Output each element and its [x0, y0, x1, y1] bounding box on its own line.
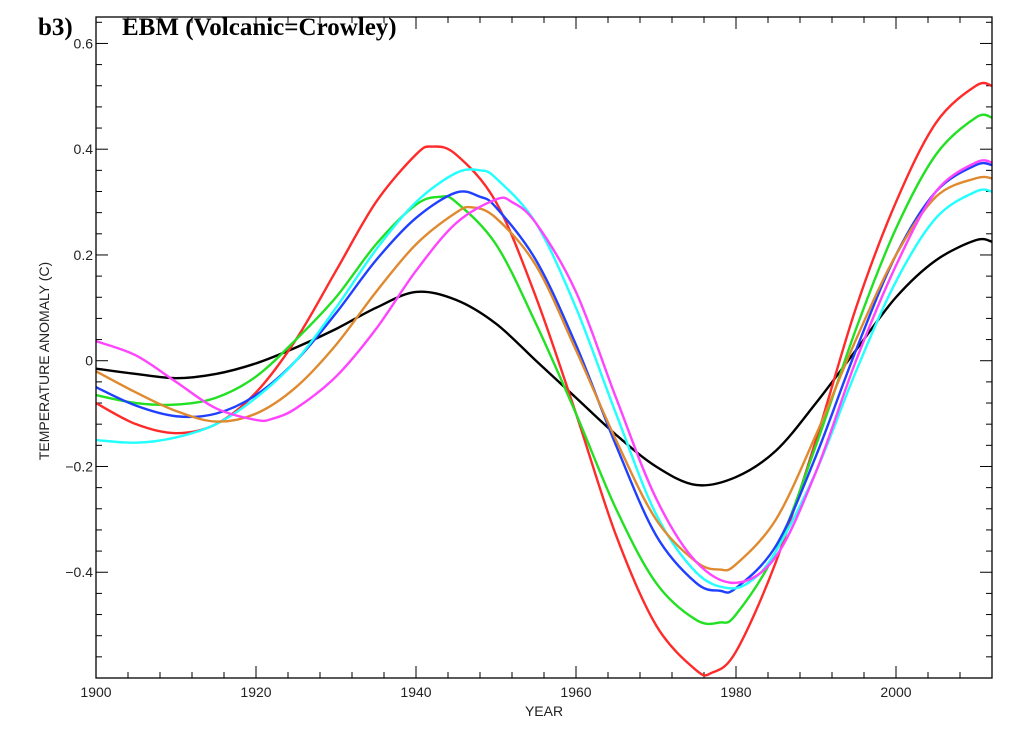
- y-tick-label: 0.2: [74, 247, 94, 263]
- y-tick-label: 0.6: [74, 35, 94, 51]
- x-tick-label: 1960: [560, 684, 591, 700]
- x-axis-label: YEAR: [525, 703, 563, 719]
- series-line-cyan: [95, 168, 993, 590]
- x-tick-label: 1940: [400, 684, 431, 700]
- y-tick-label: −0.2: [65, 458, 93, 474]
- y-tick-label: −0.4: [65, 564, 93, 580]
- series-line-magenta: [95, 159, 993, 585]
- y-tick-label: 0.4: [74, 141, 94, 157]
- series-line-orange: [95, 175, 993, 572]
- y-tick-label: 0: [85, 353, 93, 369]
- x-tick-label: 1900: [80, 684, 111, 700]
- series-line-green: [95, 113, 993, 626]
- series-line-black: [95, 237, 993, 487]
- series-line-blue: [95, 161, 993, 594]
- x-tick-label: 2000: [880, 684, 911, 700]
- x-tick-label: 1980: [720, 684, 751, 700]
- x-tick-label: 1920: [240, 684, 271, 700]
- series-line-red: [95, 81, 993, 677]
- plot-frame: [95, 16, 993, 679]
- y-axis-label: TEMPERATURE ANOMALY (C): [36, 262, 52, 460]
- panel-label: b3): [38, 14, 73, 41]
- chart-title: EBM (Volcanic=Crowley): [122, 14, 397, 41]
